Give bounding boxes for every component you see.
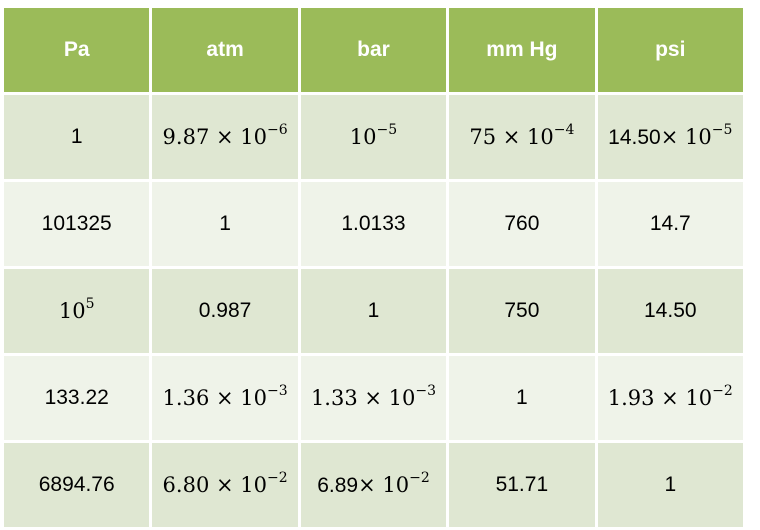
table-cell: 14.7 <box>594 179 747 269</box>
table-row: 105 0.987 1 750 14.50 <box>0 266 747 356</box>
pressure-conversion-table-wrapper: Pa atm bar mm Hg psi 1 9.87 × 10−6 10−5 75 … <box>0 5 747 530</box>
table-cell: 6894.76 <box>0 440 153 530</box>
table-cell: 1.0133 <box>297 179 450 269</box>
cell-exponent: −5 <box>711 121 733 138</box>
table-cell: 133.22 <box>0 353 153 443</box>
header-row: Pa atm bar mm Hg psi <box>0 5 747 95</box>
table-cell: 1.33 × 10−3 <box>297 353 450 443</box>
table-cell: 9.87 × 10−6 <box>149 92 301 182</box>
cell-value: 75 × 10−4 <box>469 121 575 149</box>
table-cell: 14.50 <box>594 266 747 356</box>
table-row: 101325 1 1.0133 760 14.7 <box>0 179 747 269</box>
pressure-conversion-table: Pa atm bar mm Hg psi 1 9.87 × 10−6 10−5 75 … <box>0 5 747 530</box>
table-cell: 10−5 <box>297 92 450 182</box>
table-cell: 760 <box>446 179 598 269</box>
header-atm: atm <box>149 5 301 95</box>
table-cell: 6.89× 10−2 <box>297 440 450 530</box>
table-header: Pa atm bar mm Hg psi <box>0 5 747 95</box>
cell-exponent: 5 <box>85 295 95 312</box>
cell-value: 6.89× 10−2 <box>317 469 430 497</box>
table-cell: 0.987 <box>149 266 301 356</box>
cell-exponent: −2 <box>409 469 430 486</box>
table-cell: 1.93 × 10−2 <box>594 353 747 443</box>
cell-exponent: −3 <box>266 382 288 399</box>
table-cell: 101325 <box>0 179 153 269</box>
cell-value: 9.87 × 10−6 <box>162 121 288 149</box>
table-cell: 1.36 × 10−3 <box>149 353 301 443</box>
table-cell: 6.80 × 10−2 <box>149 440 301 530</box>
cell-exponent: −6 <box>266 121 288 138</box>
cell-exponent: −4 <box>553 121 575 138</box>
header-psi: psi <box>594 5 747 95</box>
cell-exponent: −3 <box>415 382 437 399</box>
cell-exponent: −5 <box>376 121 398 138</box>
cell-power: × 10−5 <box>660 121 733 149</box>
cell-exponent: −2 <box>266 469 288 486</box>
table-cell: 1 <box>594 440 747 530</box>
cell-value: 10−5 <box>349 121 398 149</box>
table-row: 1 9.87 × 10−6 10−5 75 × 10−4 14.50× 10−5 <box>0 92 747 182</box>
table-row: 133.22 1.36 × 10−3 1.33 × 10−3 1 1.93 × 10−2 <box>0 353 747 443</box>
cell-exponent: −2 <box>712 382 733 399</box>
table-cell: 51.71 <box>446 440 598 530</box>
cell-power: × 10−2 <box>358 469 430 497</box>
table-cell: 1 <box>297 266 450 356</box>
cell-value: 6.80 × 10−2 <box>162 469 288 497</box>
table-cell: 1 <box>446 353 598 443</box>
header-bar: bar <box>297 5 450 95</box>
cell-value: 14.50× 10−5 <box>608 121 733 149</box>
cell-value: 1.36 × 10−3 <box>162 382 288 410</box>
table-body: 1 9.87 × 10−6 10−5 75 × 10−4 14.50× 10−5 1013… <box>0 92 747 530</box>
cell-value: 1.93 × 10−2 <box>607 382 733 410</box>
table-cell: 1 <box>0 92 153 182</box>
header-mmhg: mm Hg <box>446 5 598 95</box>
header-pa: Pa <box>0 5 153 95</box>
table-cell: 105 <box>0 266 153 356</box>
cell-value: 1.33 × 10−3 <box>310 382 437 410</box>
cell-mantissa: 6.89 <box>317 473 359 497</box>
table-cell: 1 <box>149 179 301 269</box>
table-cell: 750 <box>446 266 598 356</box>
cell-value: 105 <box>58 295 95 323</box>
table-cell: 14.50× 10−5 <box>594 92 747 182</box>
table-row: 6894.76 6.80 × 10−2 6.89× 10−2 51.71 1 <box>0 440 747 530</box>
cell-mantissa: 14.50 <box>608 125 661 149</box>
table-cell: 75 × 10−4 <box>446 92 598 182</box>
